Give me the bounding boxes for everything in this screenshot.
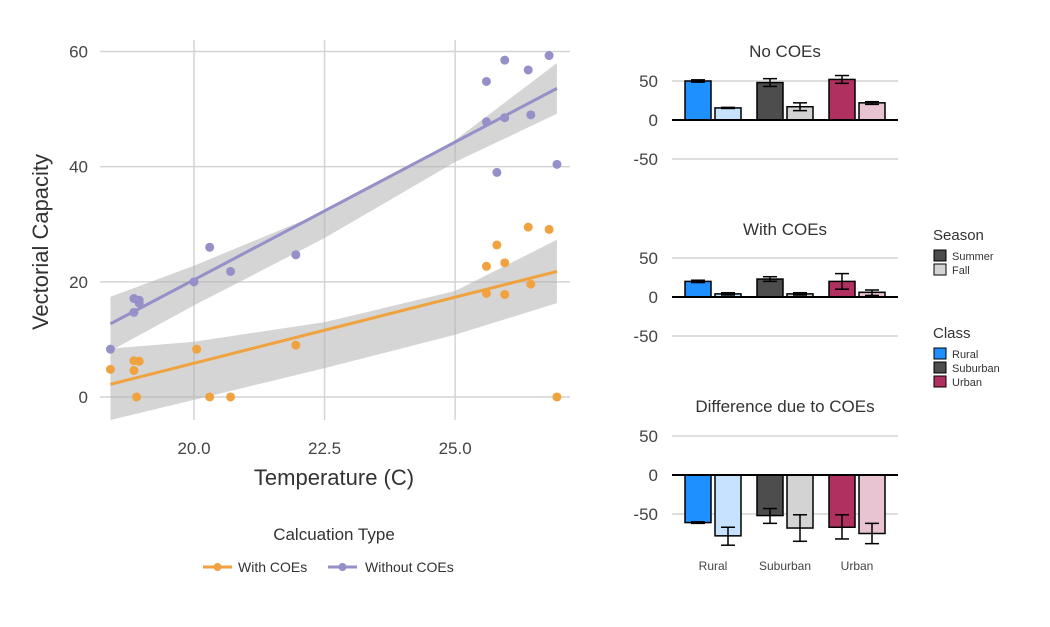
data-point-without-coes (105, 344, 115, 354)
data-point-without-coes (552, 159, 562, 169)
class-legend: Class Rural Suburban Urban (933, 325, 1000, 389)
bar-y-tick-label: 50 (639, 72, 658, 91)
bar-panel-title: Difference due to COEs (695, 397, 874, 416)
data-point-with-coes (526, 279, 536, 289)
legend-label-with-coes: With COEs (238, 559, 307, 575)
bar-category-label: Urban (841, 559, 874, 573)
regression-lines (109, 87, 558, 386)
bar-panel-no-coes: 50 0 -50 No COEs (633, 42, 898, 169)
y-tick-label: 40 (69, 158, 88, 177)
data-point-with-coes (492, 240, 502, 250)
data-point-with-coes (544, 224, 554, 234)
bar-rural-summer (684, 280, 712, 298)
bar-suburban-summer (756, 81, 784, 121)
bar-y-tick-label: -50 (633, 327, 658, 346)
bar-urban-fall (858, 102, 886, 121)
data-point-without-coes (500, 113, 510, 123)
scatter-legend-title: Calcuation Type (273, 525, 395, 544)
data-point-with-coes (552, 392, 562, 402)
data-point-with-coes (500, 258, 510, 268)
season-legend: Season Summer Fall (933, 227, 994, 277)
data-point-without-coes (226, 266, 236, 276)
data-point-with-coes (105, 364, 115, 374)
class-label-rural: Rural (952, 349, 978, 361)
regression-line-without-coes (109, 87, 558, 326)
bar-y-tick-label: 0 (649, 111, 658, 130)
data-point-without-coes (205, 242, 215, 252)
x-axis-label: Temperature (C) (254, 465, 414, 490)
bar-category-label: Suburban (759, 559, 811, 573)
scatter-x-tick-labels: 20.0 22.5 25.0 (177, 439, 471, 458)
data-point-without-coes (129, 307, 139, 317)
season-key-summer (933, 249, 947, 262)
data-point-without-coes (481, 76, 491, 86)
scatter-plot-panel: 0 20 40 60 20.0 22.5 25.0 Temperature (C) Vec… (28, 40, 570, 575)
y-tick-label: 60 (69, 43, 88, 62)
data-point-with-coes (481, 261, 491, 271)
regression-line-with-coes (110, 270, 558, 386)
season-label-fall: Fall (952, 265, 970, 277)
bar-panel-title: With COEs (743, 220, 827, 239)
bar-y-tick-label: -50 (633, 150, 658, 169)
bar-panel-difference: 50 0 -50 Difference due to COEs Rural Suburba… (633, 397, 898, 573)
scatter-points (105, 51, 562, 402)
scatter-legend: With COEs Without COEs (203, 559, 454, 575)
legend-item-without-coes: Without COEs (328, 559, 454, 575)
data-point-with-coes (134, 356, 144, 366)
y-tick-label: 20 (69, 273, 88, 292)
class-key-urban (933, 375, 947, 388)
legend-label-without-coes: Without COEs (365, 559, 454, 575)
bar-y-tick-label: 0 (649, 466, 658, 485)
data-point-without-coes (500, 55, 510, 65)
bar-urban-summer (828, 78, 856, 121)
bar-category-label: Rural (699, 559, 728, 573)
class-label-urban: Urban (952, 377, 982, 389)
data-point-with-coes (132, 392, 142, 402)
season-legend-title: Season (933, 227, 984, 244)
y-tick-label: 0 (79, 388, 88, 407)
bar-y-tick-label: 0 (649, 288, 658, 307)
bar-y-tick-label: 50 (639, 427, 658, 446)
bar-rural-fall (714, 107, 742, 121)
x-tick-label: 22.5 (308, 439, 341, 458)
data-point-with-coes (481, 288, 491, 298)
data-point-without-coes (523, 65, 533, 75)
y-axis-label: Vectorial Capacity (28, 154, 53, 330)
data-point-without-coes (189, 277, 199, 287)
data-point-without-coes (544, 51, 554, 61)
data-point-with-coes (500, 289, 510, 299)
class-key-rural (933, 347, 947, 360)
bar-y-tick-label: -50 (633, 505, 658, 524)
data-point-without-coes (526, 110, 536, 120)
x-tick-label: 25.0 (439, 439, 472, 458)
legend-item-with-coes: With COEs (203, 559, 307, 575)
scatter-y-tick-labels: 0 20 40 60 (69, 43, 88, 407)
data-point-without-coes (492, 167, 502, 177)
legend-key-without-coes-dot (338, 563, 347, 571)
data-point-with-coes (523, 222, 533, 232)
season-key-fall (933, 263, 947, 276)
bar-y-tick-label: 50 (639, 249, 658, 268)
class-label-suburban: Suburban (952, 363, 1000, 375)
bar-rural-summer (684, 80, 712, 121)
bar-rural-summer (684, 474, 712, 524)
confidence-band-with-coes (110, 239, 557, 420)
season-label-summer: Summer (952, 251, 994, 263)
data-point-without-coes (481, 117, 491, 127)
legend-key-with-coes-dot (213, 563, 222, 571)
data-point-without-coes (134, 295, 144, 305)
bar-panel-title: No COEs (749, 42, 821, 61)
data-point-with-coes (192, 344, 202, 354)
bar-panel-with-coes: 50 0 -50 With COEs (633, 220, 898, 346)
data-point-with-coes (226, 392, 236, 402)
data-point-with-coes (291, 340, 301, 350)
class-legend-title: Class (933, 325, 971, 342)
data-point-without-coes (291, 250, 301, 260)
data-point-with-coes (129, 365, 139, 375)
data-point-with-coes (205, 392, 215, 402)
class-key-suburban (933, 361, 947, 374)
x-tick-label: 20.0 (177, 439, 210, 458)
